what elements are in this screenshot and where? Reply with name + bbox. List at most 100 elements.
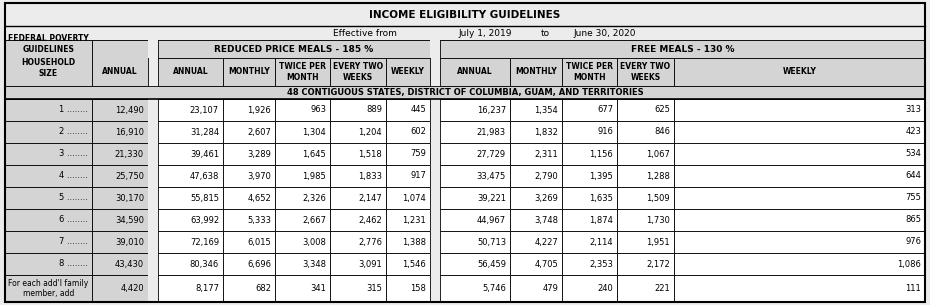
Bar [440, 253, 510, 275]
Bar [674, 209, 925, 231]
Bar [223, 209, 275, 231]
Text: 6 ........: 6 ........ [59, 216, 88, 224]
Text: 1,074: 1,074 [403, 193, 426, 203]
Text: MONTHLY: MONTHLY [228, 67, 270, 77]
Text: 31,284: 31,284 [190, 127, 219, 137]
Bar [440, 58, 510, 86]
Text: 72,169: 72,169 [190, 238, 219, 246]
Text: 5 ........: 5 ........ [60, 193, 88, 203]
Text: 3,269: 3,269 [534, 193, 558, 203]
Bar [330, 275, 386, 302]
Bar [430, 12, 440, 58]
Text: 677: 677 [597, 106, 613, 114]
Text: Effective from: Effective from [333, 28, 397, 38]
Bar [158, 99, 223, 121]
Bar [92, 187, 148, 209]
Text: 846: 846 [654, 127, 670, 137]
Text: 2,353: 2,353 [589, 260, 613, 268]
Bar [92, 275, 148, 302]
Text: 55,815: 55,815 [190, 193, 219, 203]
Bar [275, 121, 330, 143]
Text: 534: 534 [905, 149, 921, 159]
Bar [5, 231, 92, 253]
Bar [92, 121, 148, 143]
Text: 479: 479 [542, 284, 558, 293]
Bar [223, 99, 275, 121]
Bar [5, 275, 92, 302]
Text: 8,177: 8,177 [195, 284, 219, 293]
Bar [617, 253, 674, 275]
Bar [510, 231, 562, 253]
Bar [617, 209, 674, 231]
Text: 7 ........: 7 ........ [59, 238, 88, 246]
Text: 43,430: 43,430 [115, 260, 144, 268]
Text: 80,346: 80,346 [190, 260, 219, 268]
Text: 2,790: 2,790 [534, 171, 558, 181]
Text: 23,107: 23,107 [190, 106, 219, 114]
Text: 39,461: 39,461 [190, 149, 219, 159]
Bar [5, 187, 92, 209]
Bar [617, 99, 674, 121]
Text: 1,304: 1,304 [302, 127, 326, 137]
Bar [148, 121, 158, 143]
Bar [5, 26, 925, 40]
Bar [617, 58, 674, 86]
Bar [330, 121, 386, 143]
Bar [223, 143, 275, 165]
Text: 12,490: 12,490 [115, 106, 144, 114]
Text: 2,607: 2,607 [247, 127, 271, 137]
Bar [430, 209, 440, 231]
Text: 39,010: 39,010 [115, 238, 144, 246]
Bar [330, 187, 386, 209]
Text: MONTHLY: MONTHLY [515, 67, 557, 77]
Text: 445: 445 [410, 106, 426, 114]
Text: 8 ........: 8 ........ [59, 260, 88, 268]
Text: 625: 625 [654, 106, 670, 114]
Bar [223, 58, 275, 86]
Text: 644: 644 [905, 171, 921, 181]
Text: 1,509: 1,509 [646, 193, 670, 203]
Text: 5,333: 5,333 [247, 216, 271, 224]
Bar [674, 253, 925, 275]
Bar [386, 121, 430, 143]
Bar [440, 231, 510, 253]
Text: 1 ........: 1 ........ [60, 106, 88, 114]
Text: 1,832: 1,832 [534, 127, 558, 137]
Text: TWICE PER
MONTH: TWICE PER MONTH [279, 62, 326, 82]
Text: 1,546: 1,546 [403, 260, 426, 268]
Text: 2,776: 2,776 [358, 238, 382, 246]
Bar [275, 58, 330, 86]
Bar [330, 143, 386, 165]
Text: FREE MEALS - 130 %: FREE MEALS - 130 % [631, 45, 735, 53]
Text: 3,970: 3,970 [247, 171, 271, 181]
Text: 3,748: 3,748 [534, 216, 558, 224]
Text: 917: 917 [410, 171, 426, 181]
Bar [562, 231, 617, 253]
Bar [430, 165, 440, 187]
Bar [330, 209, 386, 231]
Bar [5, 209, 92, 231]
Bar [617, 165, 674, 187]
Text: 240: 240 [597, 284, 613, 293]
Bar [223, 187, 275, 209]
Bar [430, 143, 440, 165]
Text: 16,910: 16,910 [115, 127, 144, 137]
Bar [386, 165, 430, 187]
Text: 2,114: 2,114 [590, 238, 613, 246]
Text: 1,067: 1,067 [646, 149, 670, 159]
Bar [617, 187, 674, 209]
Text: 158: 158 [410, 284, 426, 293]
Text: 1,204: 1,204 [358, 127, 382, 137]
Text: 21,330: 21,330 [115, 149, 144, 159]
Bar [5, 3, 925, 26]
Text: 3,091: 3,091 [358, 260, 382, 268]
Text: 3,008: 3,008 [302, 238, 326, 246]
Bar [148, 253, 158, 275]
Bar [275, 275, 330, 302]
Text: 27,729: 27,729 [477, 149, 506, 159]
Text: 865: 865 [905, 216, 921, 224]
Text: 1,874: 1,874 [589, 216, 613, 224]
Bar [562, 165, 617, 187]
Bar [562, 209, 617, 231]
Bar [92, 143, 148, 165]
